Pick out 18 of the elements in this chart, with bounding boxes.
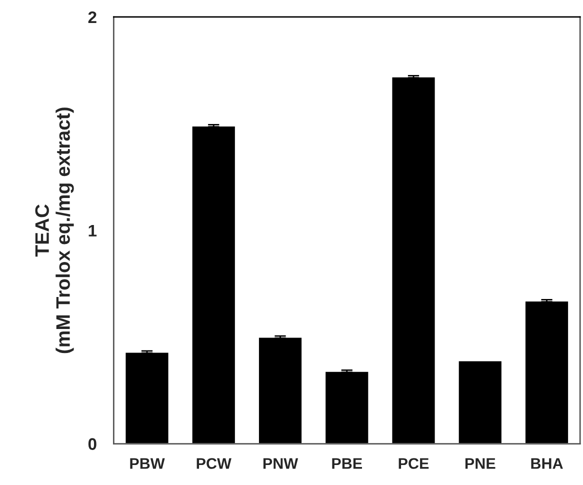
bar: [258, 336, 303, 444]
bar: [324, 370, 370, 444]
x-tick-label: PBW: [130, 458, 165, 469]
bar: [524, 300, 570, 444]
x-tick-label: PNW: [263, 458, 298, 469]
x-tick-label: PCW: [196, 458, 232, 469]
bar: [124, 351, 170, 444]
y-tick-label: 2: [88, 11, 96, 24]
x-tick-label: PBE: [332, 458, 362, 469]
x-tick-label: PNE: [465, 458, 496, 469]
y-tick-label: 1: [88, 224, 97, 236]
x-tick-label: PCE: [398, 458, 429, 469]
y-axis-title: TEAC (mM Trolox eq./mg extract): [35, 108, 74, 354]
bar: [390, 76, 436, 444]
y-tick-label: 0: [88, 438, 96, 450]
bar: [457, 360, 503, 444]
x-tick-label: BHA: [531, 458, 563, 469]
bar: [190, 125, 236, 444]
